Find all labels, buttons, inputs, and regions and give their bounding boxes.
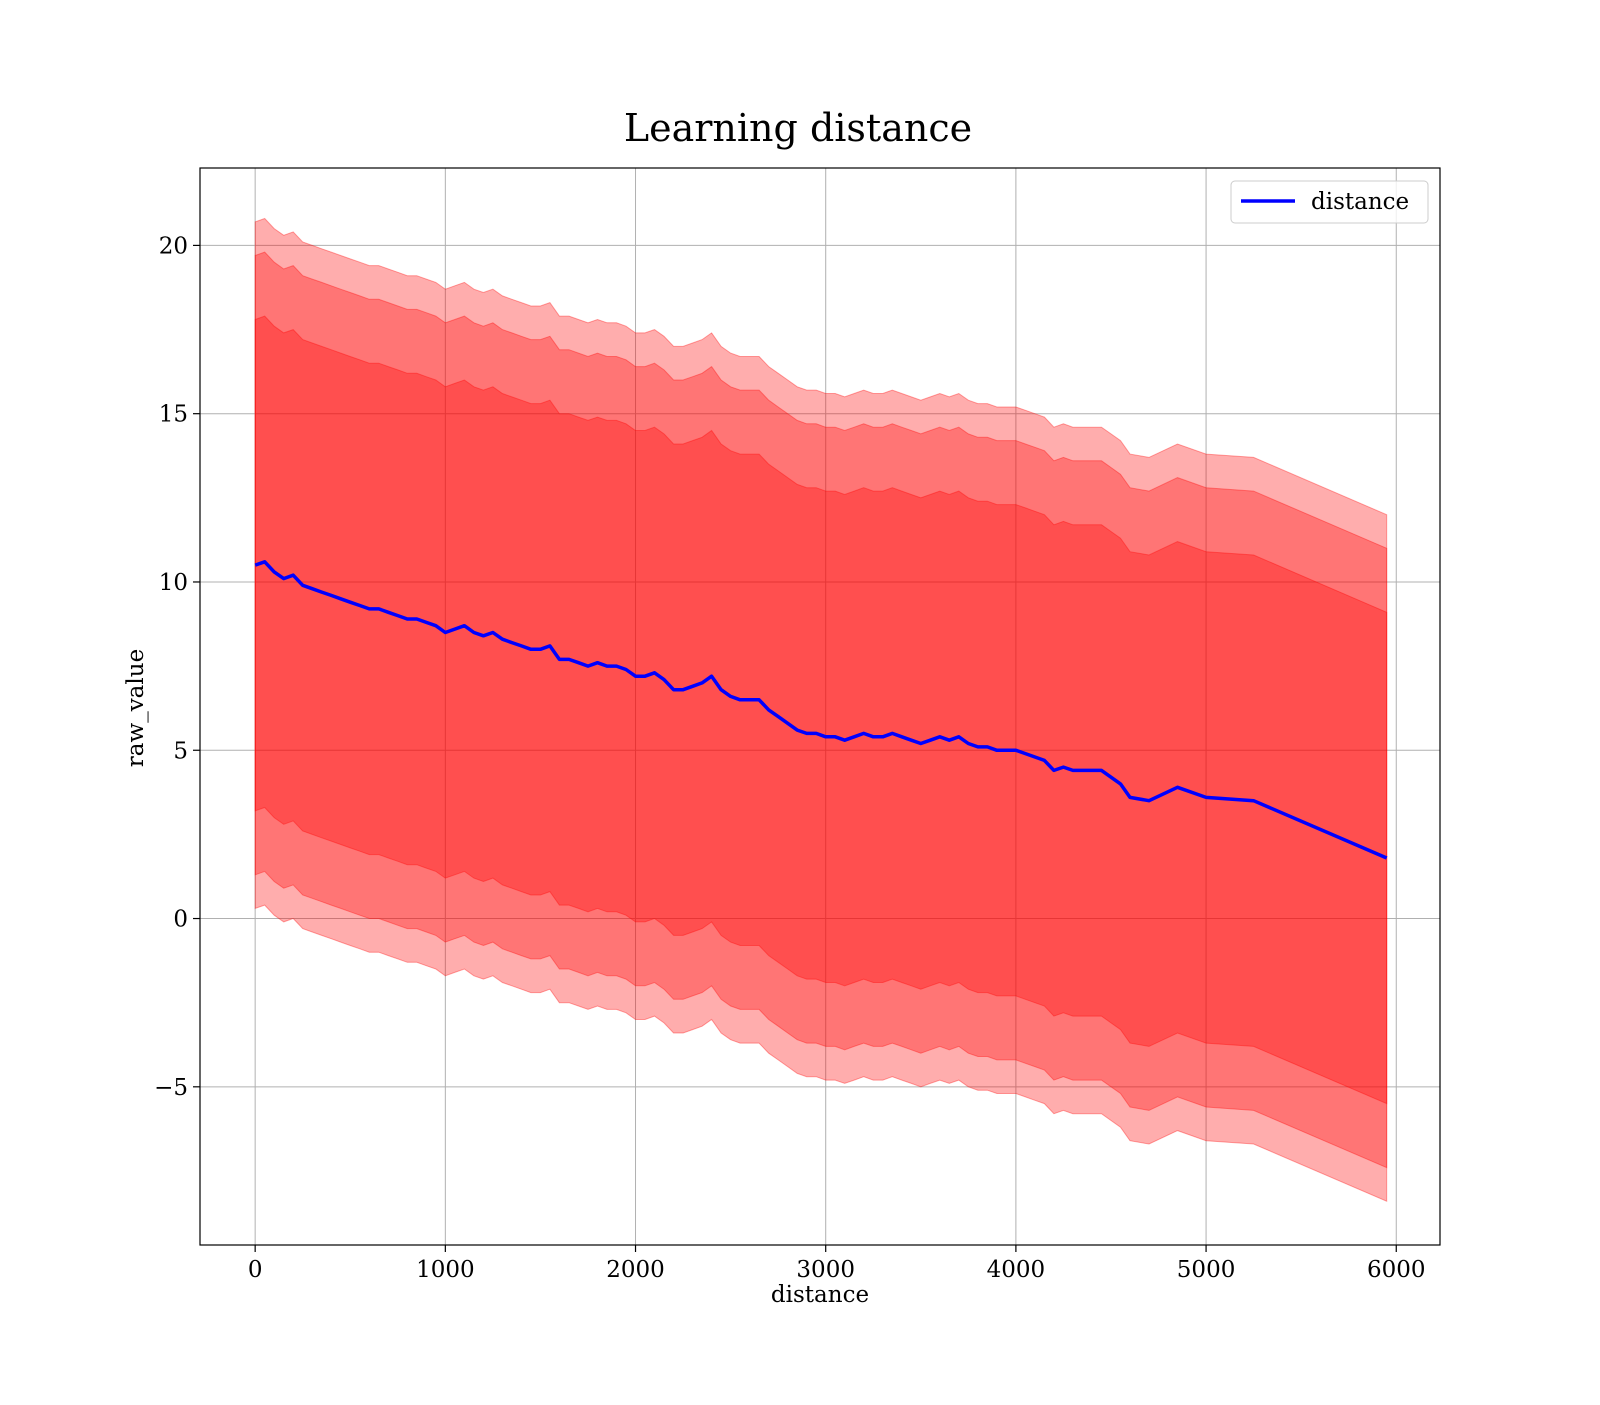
y-tick-label: 5	[173, 738, 188, 764]
x-axis-label: distance	[771, 1282, 869, 1308]
y-tick-label: 15	[159, 402, 188, 428]
y-axis-label: raw_value	[123, 649, 149, 767]
confidence-bands	[254, 217, 1388, 1202]
x-tick-label: 1000	[416, 1257, 475, 1283]
plot-frame	[199, 167, 1441, 1246]
legend-entry-distance: distance	[1311, 189, 1409, 215]
y-axis-ticks: −5 0 5 10 15 20	[154, 233, 200, 1101]
band-sigma-3	[254, 217, 1388, 1202]
legend: distance	[1230, 180, 1429, 224]
series-lines	[254, 560, 1388, 860]
series-line-distance	[254, 560, 1388, 860]
x-tick-label: 2000	[606, 1257, 665, 1283]
y-tick-label: −5	[154, 1075, 188, 1101]
legend-frame	[1230, 180, 1429, 224]
x-tick-label: 5000	[1177, 1257, 1236, 1283]
band-sigma-1	[254, 315, 1388, 1105]
chart-title: Learning distance	[624, 106, 972, 150]
x-tick-label: 4000	[987, 1257, 1046, 1283]
grid	[200, 168, 1440, 1245]
x-tick-label: 6000	[1367, 1257, 1426, 1283]
y-tick-label: 10	[159, 570, 188, 596]
x-tick-label: 0	[248, 1257, 263, 1283]
y-tick-label: 0	[173, 907, 188, 933]
x-tick-label: 3000	[796, 1257, 855, 1283]
band-sigma-2	[254, 251, 1388, 1169]
x-axis-ticks: 0 1000 2000 3000 4000 5000 6000	[248, 1245, 1426, 1283]
y-tick-label: 20	[159, 233, 188, 259]
